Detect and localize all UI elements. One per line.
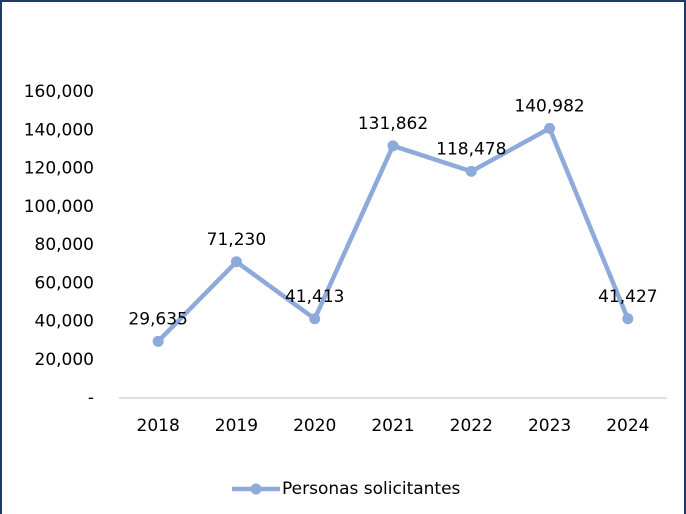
data-label: 41,413 bbox=[285, 287, 344, 307]
point bbox=[387, 140, 399, 152]
y-tick-label: 40,000 bbox=[35, 312, 94, 332]
x-tick-label: 2023 bbox=[528, 416, 571, 436]
data-label: 131,862 bbox=[358, 114, 428, 134]
y-tick-label: 160,000 bbox=[24, 82, 94, 102]
data-label: 71,230 bbox=[207, 230, 266, 250]
y-tick-label: 80,000 bbox=[35, 235, 94, 255]
point bbox=[152, 335, 164, 347]
y-tick-label: - bbox=[88, 388, 94, 408]
x-tick-label: 2019 bbox=[215, 416, 258, 436]
x-tick-label: 2020 bbox=[293, 416, 336, 436]
y-tick-label: 20,000 bbox=[35, 350, 94, 370]
data-label: 29,635 bbox=[128, 309, 187, 329]
data-label: 118,478 bbox=[436, 139, 506, 159]
data-label: 41,427 bbox=[598, 287, 657, 307]
point bbox=[622, 313, 634, 325]
legend-label: Personas solicitantes bbox=[282, 479, 461, 499]
legend-marker bbox=[250, 483, 262, 495]
x-tick-label: 2022 bbox=[450, 416, 493, 436]
point bbox=[230, 256, 242, 268]
y-tick-label: 140,000 bbox=[24, 120, 94, 140]
point bbox=[309, 313, 321, 325]
point bbox=[544, 122, 556, 134]
x-tick-label: 2024 bbox=[606, 416, 649, 436]
y-tick-label: 100,000 bbox=[24, 197, 94, 217]
point bbox=[465, 165, 477, 177]
y-tick-label: 120,000 bbox=[24, 159, 94, 179]
x-tick-label: 2018 bbox=[137, 416, 180, 436]
x-tick-label: 2021 bbox=[371, 416, 414, 436]
data-label: 140,982 bbox=[514, 96, 584, 116]
y-tick-label: 60,000 bbox=[35, 273, 94, 293]
